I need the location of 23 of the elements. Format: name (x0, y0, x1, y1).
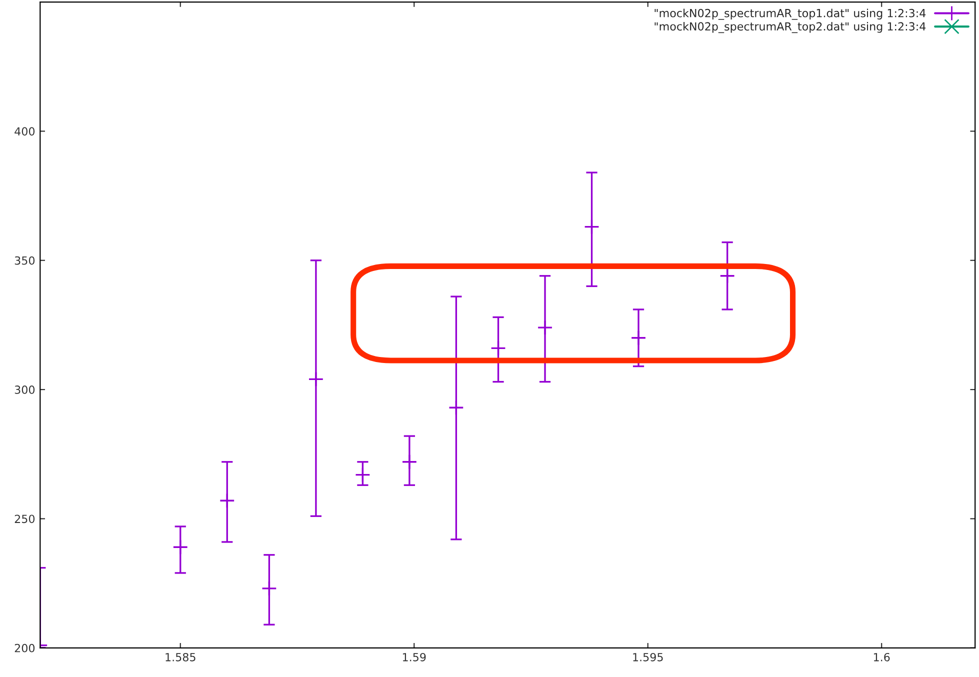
legend-label: "mockN02p_spectrumAR_top2.dat" using 1:2:3:4 (654, 22, 926, 34)
point (720, 268, 736, 284)
y-tick-label: 350 (14, 256, 35, 265)
point (537, 320, 553, 336)
point (402, 454, 418, 470)
y-tick-label: 250 (14, 514, 35, 524)
point (219, 492, 235, 508)
point (354, 467, 370, 483)
x-tick-label: 1.59 (402, 652, 426, 662)
y-tick-label: 300 (14, 386, 35, 394)
x-tick-label: 1.585 (166, 652, 196, 662)
point (261, 580, 277, 596)
x-tick-label: 1.6 (874, 652, 890, 662)
point (172, 539, 188, 555)
point (308, 371, 324, 387)
point (490, 340, 506, 356)
y-tick-label: 200 (14, 644, 35, 652)
point (630, 330, 646, 346)
point (584, 219, 600, 235)
x-tick-label: 1.595 (633, 652, 663, 662)
legend-label: "mockN02p_spectrumAR_top1.dat" using 1:2:3:4 (654, 8, 926, 20)
y-tick-label: 400 (14, 127, 35, 136)
point (448, 400, 464, 416)
